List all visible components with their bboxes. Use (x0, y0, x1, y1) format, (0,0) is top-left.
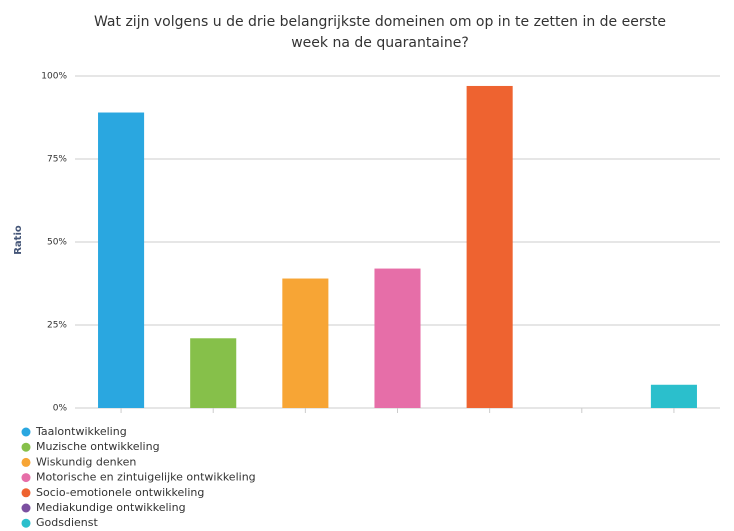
legend-label: Mediakundige ontwikkeling (36, 501, 186, 514)
legend-label: Motorische en zintuigelijke ontwikkeling (36, 471, 256, 484)
bar (282, 278, 329, 408)
bar (190, 338, 237, 408)
legend-label: Muzische ontwikkeling (36, 440, 160, 453)
bar (650, 384, 697, 408)
y-tick-label: 50% (47, 238, 67, 248)
bar (466, 85, 513, 409)
legend-marker (21, 503, 31, 513)
legend-label: Taalontwikkeling (35, 425, 127, 438)
legend-marker (21, 442, 31, 452)
chart-title: week na de quarantaine? (291, 35, 469, 51)
y-tick-label: 25% (47, 321, 67, 331)
y-tick-label: 0% (53, 404, 68, 414)
bar (374, 268, 421, 408)
legend-marker (21, 518, 31, 528)
legend-label: Socio-emotionele ontwikkeling (36, 486, 204, 499)
legend-marker (21, 488, 31, 498)
y-axis-label: Ratio (13, 225, 24, 255)
y-tick-label: 75% (47, 155, 67, 165)
legend-label: Wiskundig denken (36, 455, 136, 468)
bar (98, 112, 145, 409)
legend-marker (21, 457, 31, 467)
legend-label: Godsdienst (36, 516, 98, 529)
legend-marker (21, 427, 31, 437)
y-tick-label: 100% (41, 72, 67, 82)
legend-marker (21, 473, 31, 483)
chart-title: Wat zijn volgens u de drie belangrijkste… (94, 14, 666, 30)
